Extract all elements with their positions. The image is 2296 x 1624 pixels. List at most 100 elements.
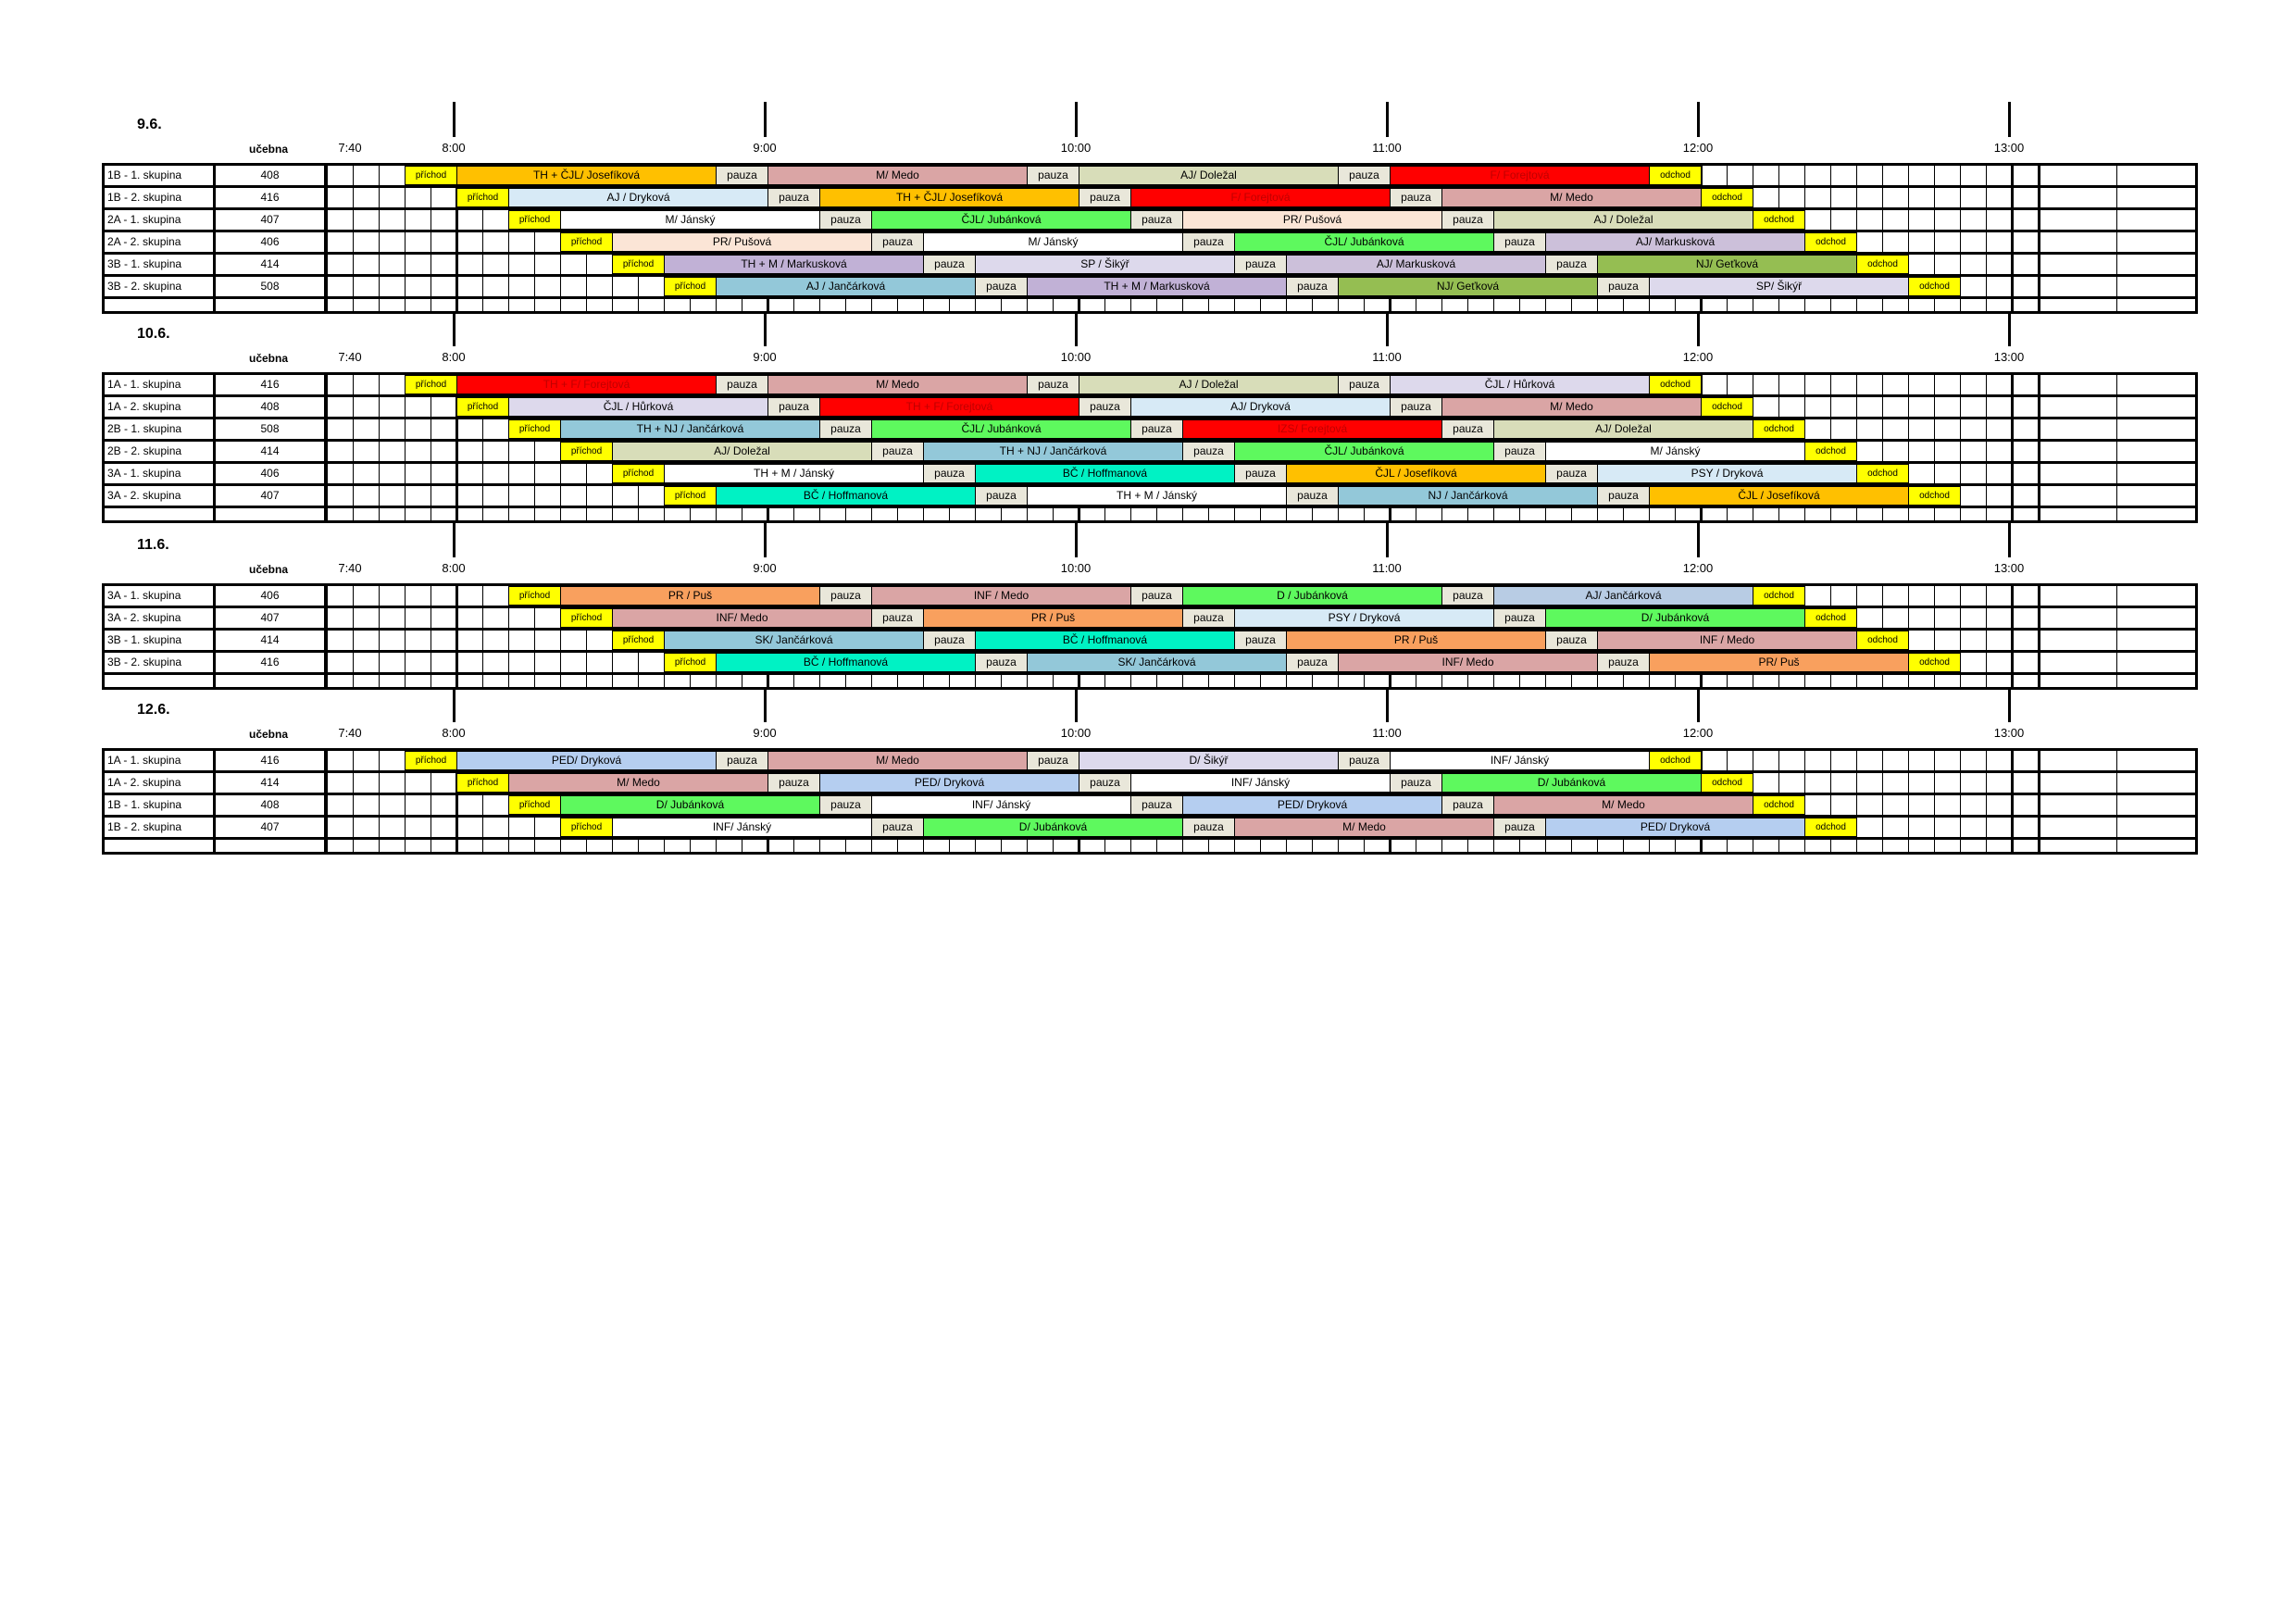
break-block: pauza [1130,210,1183,230]
departure-block: odchod [1804,608,1857,628]
break-block: pauza [871,818,924,837]
lesson-block: BČ / Hoffmanová [716,653,976,672]
hour-gridline [2011,818,2014,837]
departure-block: odchod [1804,232,1857,252]
fine-grid-end-line [2038,631,2040,650]
break-block: pauza [1597,486,1650,506]
room-cell: 414 [216,255,327,274]
hour-gridline [2011,508,2014,520]
hour-gridline [2011,277,2014,296]
day-timetable: 3A - 1. skupina 406 příchod PR / Puš pauza IN… [102,583,2198,690]
hour-gridline [1700,840,1703,852]
lesson-block: M/ Jánský [1545,442,1805,461]
day-timetable: 1A - 1. skupina 416 příchod PED/ Dryková pau… [102,748,2198,855]
lesson-block: ČJL/ Jubánková [1234,232,1494,252]
hour-gridline [455,675,458,687]
arrival-block: příchod [456,773,509,793]
time-axis-label: 12:00 [1682,350,1714,364]
room-cell: 414 [216,631,327,650]
departure-block: odchod [1701,773,1753,793]
hour-gridline [455,586,458,606]
hour-gridline [2011,773,2014,793]
fine-grid-end-line [2038,795,2040,815]
hour-gridline [1389,840,1391,852]
group-label-cell: 3A - 1. skupina [105,464,216,483]
fine-grid-end-line [2038,442,2040,461]
lesson-block: AJ / Doležal [1493,210,1753,230]
break-block: pauza [767,188,820,207]
group-label-cell: 2B - 2. skupina [105,442,216,461]
lesson-block: NJ / Jančárková [1338,486,1598,506]
hour-gridline [2011,188,2014,207]
group-label-cell: 3A - 2. skupina [105,608,216,628]
hour-gridline [1078,299,1080,311]
lesson-block: SK/ Jančárková [664,631,924,650]
group-row: 1A - 1. skupina 416 příchod TH + F/ Forejto… [105,375,2195,397]
arrival-block: příchod [612,464,665,483]
break-block: pauza [819,795,872,815]
time-axis-label: 10:00 [1060,141,1092,155]
lesson-block: INF/ Medo [612,608,872,628]
lesson-block: M/ Jánský [923,232,1183,252]
break-block: pauza [1493,608,1546,628]
wide-cell-separator [2116,795,2117,815]
hour-gridline [2011,653,2014,672]
hour-gridline [1700,299,1703,311]
hour-gridline [2011,795,2014,815]
departure-block: odchod [1856,464,1909,483]
group-label-cell [105,840,216,852]
room-cell: 414 [216,442,327,461]
break-block: pauza [923,631,976,650]
lesson-block: PSY / Dryková [1597,464,1857,483]
hour-gridline [2011,840,2014,852]
lesson-block: TH + F/ Forejtová [819,397,1079,417]
arrival-block: příchod [560,232,613,252]
fine-grid-end-line [2038,419,2040,439]
hour-gridline [2011,166,2014,185]
lesson-block: TH + F/ Forejtová [456,375,717,394]
wide-cell-separator [2116,653,2117,672]
departure-block: odchod [1856,631,1909,650]
lesson-block: SP/ Šikýř [1649,277,1909,296]
hour-tick [2008,102,2011,137]
fine-grid-end-line [2038,375,2040,394]
time-axis-label: 9:00 [753,561,777,575]
group-label-cell: 3B - 1. skupina [105,631,216,650]
date-label: 11.6. [137,537,169,553]
break-block: pauza [716,751,768,770]
hour-gridline [1389,675,1391,687]
five-minute-grid [327,299,2039,311]
fine-grid-end-line [2038,299,2040,311]
hour-tick [453,102,455,137]
lesson-block: TH + ČJL/ Josefíková [456,166,717,185]
room-column-header: učebna [248,352,288,365]
hour-tick [764,522,767,557]
arrival-block: příchod [612,255,665,274]
group-label-cell [105,508,216,520]
fine-grid-end-line [2038,232,2040,252]
group-label-cell: 1A - 1. skupina [105,751,216,770]
room-cell: 407 [216,608,327,628]
fine-grid-end-line [2038,586,2040,606]
lesson-block: AJ / Jančárková [716,277,976,296]
break-block: pauza [819,419,872,439]
wide-cell-separator [2116,675,2117,687]
time-axis-label: 12:00 [1682,726,1714,740]
wide-cell-separator [2116,486,2117,506]
hour-gridline [1078,840,1080,852]
hour-tick [1386,687,1389,722]
hour-tick [1697,311,1700,346]
group-label-cell: 3A - 2. skupina [105,486,216,506]
wide-cell-separator [2116,586,2117,606]
arrival-block: příchod [612,631,665,650]
hour-gridline [767,508,769,520]
hour-gridline [455,486,458,506]
time-axis-label: 13:00 [1993,141,2025,155]
hour-tick [764,102,767,137]
lesson-block: INF / Medo [1597,631,1857,650]
departure-block: odchod [1701,397,1753,417]
room-cell: 406 [216,464,327,483]
hour-gridline [767,840,769,852]
break-block: pauza [1441,210,1494,230]
lesson-block: PED/ Dryková [456,751,717,770]
